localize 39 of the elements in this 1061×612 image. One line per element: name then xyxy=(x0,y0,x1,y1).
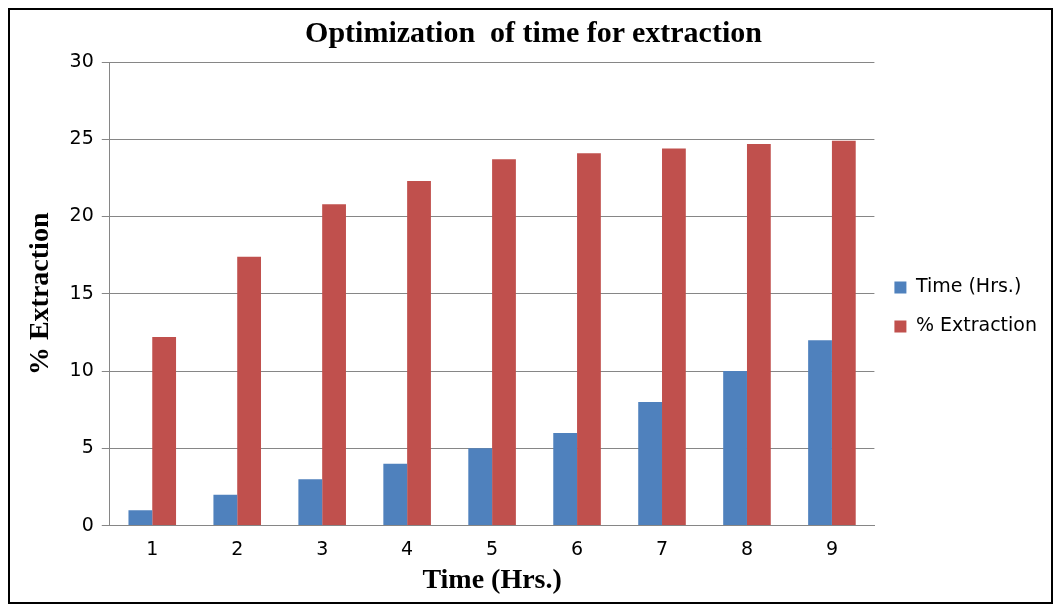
bar xyxy=(237,256,262,526)
x-tick-label: 7 xyxy=(655,536,669,559)
bar xyxy=(128,510,153,526)
bar xyxy=(213,494,238,526)
bar xyxy=(638,401,663,526)
y-tick-label: 0 xyxy=(81,512,94,535)
x-tick-label: 5 xyxy=(486,536,499,559)
y-tick-label: 25 xyxy=(69,126,94,149)
y-tick-label: 30 xyxy=(69,48,94,71)
bar xyxy=(298,479,323,526)
bar xyxy=(492,159,516,526)
bar xyxy=(746,143,771,526)
bar xyxy=(152,337,177,526)
x-tick-label: 4 xyxy=(401,536,414,559)
y-tick-label: 20 xyxy=(69,203,94,226)
bar xyxy=(662,148,686,526)
bar xyxy=(553,432,578,526)
bar xyxy=(407,180,431,526)
y-axis-title: % Extraction xyxy=(23,212,55,376)
bar xyxy=(831,140,856,526)
x-tick-label: 6 xyxy=(571,536,584,559)
chart-title: Optimization of time for extraction xyxy=(305,14,763,48)
legend-label: % Extraction xyxy=(915,313,1038,336)
bar xyxy=(577,153,601,526)
x-tick-label: 9 xyxy=(825,536,838,559)
y-tick-label: 15 xyxy=(69,280,94,303)
y-tick-label: 10 xyxy=(69,358,94,380)
bar xyxy=(468,448,493,526)
x-tick-label: 2 xyxy=(231,536,244,559)
y-tick-label: 5 xyxy=(81,435,94,458)
x-axis-title: Time (Hrs.) xyxy=(422,563,562,595)
legend-label: Time (Hrs.) xyxy=(914,274,1022,297)
bar xyxy=(322,204,346,526)
x-tick-label: 8 xyxy=(740,536,754,559)
x-tick-label: 1 xyxy=(146,536,159,559)
bar xyxy=(808,340,832,526)
x-tick-label: 3 xyxy=(316,536,329,559)
bar xyxy=(383,463,408,526)
bar xyxy=(723,371,747,526)
